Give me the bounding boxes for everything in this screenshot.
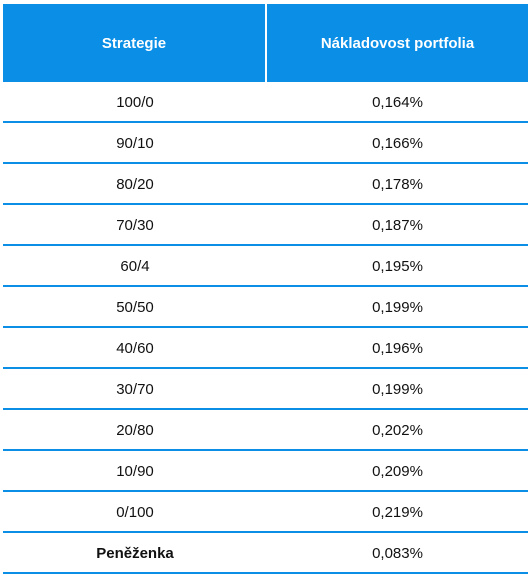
table-row: 70/30 0,187% [3, 205, 528, 246]
cell-portfolio-cost: 0,199% [372, 299, 423, 316]
cell-portfolio-cost: 0,199% [372, 381, 423, 398]
table-row: 50/50 0,199% [3, 287, 528, 328]
table-row: Peněženka 0,083% [3, 533, 528, 574]
cell-portfolio-cost: 0,164% [372, 94, 423, 111]
cell-strategy: 30/70 [116, 381, 154, 398]
table-body: 100/0 0,164% 90/10 0,166% 80/20 0,178% 70/30 0,… [3, 82, 528, 574]
cell-portfolio-cost: 0,196% [372, 340, 423, 357]
table-row: 10/90 0,209% [3, 451, 528, 492]
table-row: 40/60 0,196% [3, 328, 528, 369]
cell-strategy: 100/0 [116, 94, 154, 111]
cell-portfolio-cost: 0,209% [372, 463, 423, 480]
table-row: 20/80 0,202% [3, 410, 528, 451]
portfolio-cost-table: Strategie Nákladovost portfolia 100/0 0,1… [3, 4, 528, 574]
table-row: 30/70 0,199% [3, 369, 528, 410]
table-row: 60/4 0,195% [3, 246, 528, 287]
cell-strategy: 40/60 [116, 340, 154, 357]
cell-strategy: 80/20 [116, 176, 154, 193]
cell-strategy: Peněženka [96, 545, 174, 562]
cell-strategy: 60/4 [120, 258, 150, 275]
cell-strategy: 10/90 [116, 463, 154, 480]
table-row: 100/0 0,164% [3, 82, 528, 123]
header-strategy: Strategie [3, 4, 265, 82]
cell-portfolio-cost: 0,187% [372, 217, 423, 234]
cell-portfolio-cost: 0,219% [372, 504, 423, 521]
cell-portfolio-cost: 0,202% [372, 422, 423, 439]
cell-portfolio-cost: 0,178% [372, 176, 423, 193]
table-row: 90/10 0,166% [3, 123, 528, 164]
cell-portfolio-cost: 0,195% [372, 258, 423, 275]
cell-portfolio-cost: 0,166% [372, 135, 423, 152]
cell-strategy: 50/50 [116, 299, 154, 316]
table-row: 80/20 0,178% [3, 164, 528, 205]
cell-strategy: 0/100 [116, 504, 154, 521]
cell-strategy: 90/10 [116, 135, 154, 152]
table-row: 0/100 0,219% [3, 492, 528, 533]
header-portfolio-cost: Nákladovost portfolia [267, 4, 528, 82]
cell-portfolio-cost: 0,083% [372, 545, 423, 562]
cell-strategy: 70/30 [116, 217, 154, 234]
table-header: Strategie Nákladovost portfolia [3, 4, 528, 82]
cell-strategy: 20/80 [116, 422, 154, 439]
